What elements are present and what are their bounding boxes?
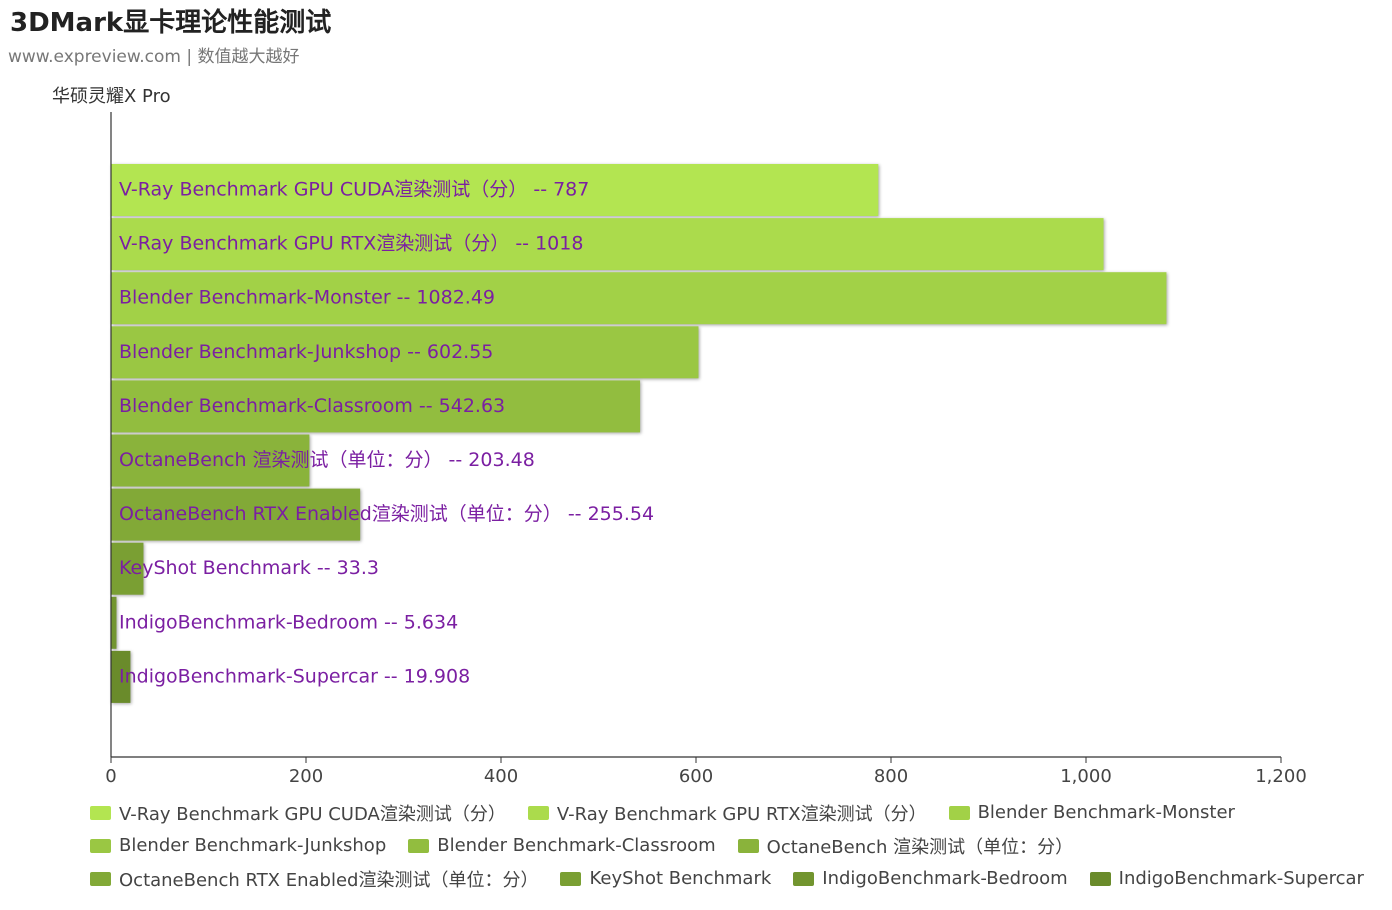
bar	[111, 218, 1104, 271]
bar	[111, 596, 117, 649]
legend-item[interactable]: KeyShot Benchmark	[560, 868, 771, 889]
legend-label: Blender Benchmark-Classroom	[437, 835, 716, 856]
bar-label: Blender Benchmark-Classroom -- 542.63	[119, 395, 505, 417]
legend-swatch	[1089, 871, 1111, 886]
bar-label: V-Ray Benchmark GPU CUDA渲染测试（分） -- 787	[119, 179, 589, 201]
bar	[111, 164, 879, 216]
legend-label: V-Ray Benchmark GPU CUDA渲染测试（分）	[119, 803, 506, 825]
legend-label: KeyShot Benchmark	[589, 868, 772, 889]
chart-title: 3DMark显卡理论性能测试	[10, 8, 332, 38]
legend-label: OctaneBench RTX Enabled渲染测试（单位：分）	[119, 869, 539, 891]
legend-item[interactable]: OctaneBench RTX Enabled渲染测试（单位：分）	[90, 866, 538, 892]
bar-label: IndigoBenchmark-Supercar -- 19.908	[119, 665, 470, 687]
bar	[111, 650, 131, 703]
x-tick-label: 200	[289, 766, 323, 787]
legend-item[interactable]: Blender Benchmark-Junkshop	[90, 835, 386, 856]
legend-label: Blender Benchmark-Junkshop	[119, 835, 387, 856]
legend-item[interactable]: Blender Benchmark-Monster	[948, 802, 1235, 823]
legend-item[interactable]: Blender Benchmark-Classroom	[408, 835, 716, 856]
bar-label: OctaneBench RTX Enabled渲染测试（单位：分） -- 255…	[119, 503, 654, 525]
legend-item[interactable]: IndigoBenchmark-Bedroom	[793, 868, 1068, 889]
legend-label: IndigoBenchmark-Bedroom	[822, 868, 1068, 889]
legend-row: OctaneBench RTX Enabled渲染测试（单位：分） KeySho…	[90, 862, 1390, 895]
series-label: 华硕灵耀X Pro	[52, 86, 171, 107]
bar	[111, 542, 144, 595]
legend-swatch	[90, 805, 111, 820]
bar	[111, 326, 699, 379]
x-tick-label: 1,000	[1060, 766, 1112, 787]
bar-label: IndigoBenchmark-Bedroom -- 5.634	[119, 611, 458, 633]
x-tick-label: 600	[679, 766, 713, 787]
legend-swatch	[527, 805, 549, 820]
legend-label: IndigoBenchmark-Supercar	[1118, 868, 1364, 889]
bar-label: V-Ray Benchmark GPU RTX渲染测试（分） -- 1018	[119, 233, 583, 255]
bar-label: KeyShot Benchmark -- 33.3	[119, 557, 379, 579]
legend-label: Blender Benchmark-Monster	[977, 802, 1235, 823]
chart-legend: V-Ray Benchmark GPU CUDA渲染测试（分） V-Ray Be…	[90, 796, 1390, 895]
legend-item[interactable]: V-Ray Benchmark GPU RTX渲染测试（分）	[527, 800, 927, 826]
legend-swatch	[737, 838, 759, 853]
x-tick-label: 1,200	[1255, 766, 1307, 787]
bar-label: Blender Benchmark-Junkshop -- 602.55	[119, 341, 493, 363]
bar	[111, 488, 361, 541]
legend-label: OctaneBench 渲染测试（单位：分）	[766, 836, 1074, 858]
bar	[111, 434, 310, 487]
bar-label: OctaneBench 渲染测试（单位：分） -- 203.48	[119, 449, 535, 471]
legend-item[interactable]: IndigoBenchmark-Supercar	[1089, 868, 1364, 889]
legend-swatch	[793, 871, 815, 886]
legend-row: Blender Benchmark-Junkshop Blender Bench…	[90, 829, 1390, 862]
legend-swatch	[560, 871, 582, 886]
chart-subtitle: www.expreview.com | 数值越大越好	[8, 47, 300, 67]
x-tick-label: 0	[105, 766, 116, 787]
legend-swatch	[90, 838, 111, 853]
bar-label: Blender Benchmark-Monster -- 1082.49	[119, 287, 495, 309]
legend-item[interactable]: OctaneBench 渲染测试（单位：分）	[737, 833, 1074, 859]
legend-swatch	[90, 871, 111, 886]
legend-row: V-Ray Benchmark GPU CUDA渲染测试（分） V-Ray Be…	[90, 796, 1390, 829]
x-tick-label: 400	[484, 766, 518, 787]
legend-item[interactable]: V-Ray Benchmark GPU CUDA渲染测试（分）	[90, 800, 506, 826]
legend-swatch	[408, 838, 430, 853]
bar-chart: V-Ray Benchmark GPU CUDA渲染测试（分） -- 787 V-…	[105, 112, 1307, 787]
legend-swatch	[948, 805, 970, 820]
x-tick-label: 800	[874, 766, 908, 787]
legend-label: V-Ray Benchmark GPU RTX渲染测试（分）	[556, 803, 927, 825]
bar	[111, 380, 641, 433]
bar	[111, 272, 1167, 325]
